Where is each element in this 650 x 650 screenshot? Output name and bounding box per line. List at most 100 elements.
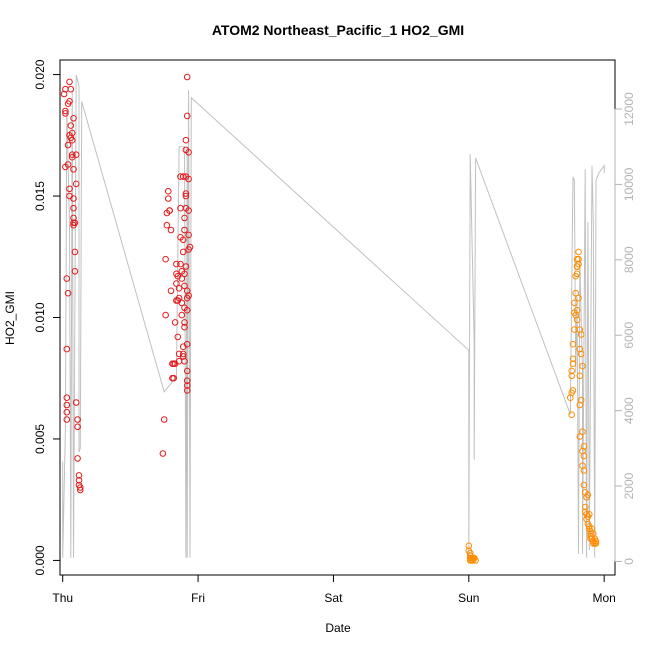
y-tick-label: 0.010: [33, 302, 47, 332]
data-point: [62, 110, 69, 117]
x-axis: Thu Fri Sat Sun Mon: [52, 574, 616, 605]
data-point: [159, 450, 167, 457]
data-point: [185, 292, 192, 299]
data-point: [66, 78, 73, 86]
data-point: [166, 207, 173, 214]
data-point: [74, 423, 81, 431]
data-point: [71, 248, 79, 256]
data-point: [181, 319, 188, 326]
data-points-layer: [60, 73, 600, 564]
data-point: [167, 226, 175, 234]
data-point: [182, 263, 190, 270]
data-point: [575, 248, 582, 256]
data-point: [179, 248, 187, 256]
data-point: [182, 136, 190, 144]
data-point: [183, 306, 191, 314]
data-point: [590, 540, 597, 547]
data-point: [573, 316, 581, 324]
y-tick-label: 0.015: [33, 181, 47, 211]
data-point: [72, 151, 80, 158]
data-point: [67, 122, 75, 129]
x-axis-label: Date: [325, 621, 351, 635]
data-point: [66, 98, 73, 105]
altitude-line: [62, 74, 605, 558]
data-point: [586, 511, 593, 518]
data-point: [568, 367, 576, 375]
data-point: [77, 484, 84, 491]
data-point: [580, 481, 588, 489]
data-point: [165, 187, 172, 195]
data-point: [575, 255, 582, 263]
data-point: [580, 443, 588, 450]
data-point: [576, 372, 584, 380]
data-point: [183, 73, 191, 81]
data-point: [179, 353, 187, 360]
data-point: [571, 299, 578, 307]
data-point: [181, 270, 188, 278]
data-point: [72, 399, 80, 406]
right-y-tick-label: 6000: [622, 322, 636, 349]
data-point: [62, 107, 69, 115]
data-point: [468, 554, 475, 562]
data-point: [183, 112, 191, 120]
data-point: [579, 428, 586, 436]
data-point: [171, 319, 179, 326]
data-point: [580, 452, 588, 460]
y-axis: 0.000 0.005 0.010 0.015 0.020: [33, 59, 61, 575]
data-point: [568, 411, 576, 419]
data-point: [63, 394, 71, 402]
data-point: [183, 382, 191, 389]
data-point: [178, 275, 186, 282]
data-point: [577, 331, 585, 338]
data-point: [569, 355, 577, 363]
x-tick-label: Sun: [458, 591, 479, 605]
data-point: [584, 491, 592, 499]
data-point: [66, 185, 73, 193]
data-point: [179, 236, 187, 244]
data-point: [181, 214, 188, 222]
data-point: [64, 161, 72, 168]
data-point: [179, 350, 187, 358]
data-point: [577, 350, 585, 358]
x-tick-label: Mon: [592, 591, 615, 605]
data-point: [64, 289, 72, 297]
data-point: [579, 362, 586, 370]
data-point: [183, 387, 191, 394]
data-point: [181, 282, 188, 290]
right-y-tick-label: 2000: [622, 472, 636, 499]
y-tick-label: 0.000: [33, 545, 47, 575]
data-point: [162, 255, 169, 263]
data-point: [63, 275, 71, 282]
data-point: [577, 396, 585, 404]
data-point: [160, 416, 168, 423]
right-y-tick-label: 12000: [622, 92, 636, 126]
data-point: [181, 226, 188, 234]
data-point: [178, 311, 186, 319]
data-point: [68, 151, 76, 158]
data-point: [580, 467, 588, 474]
data-point: [185, 175, 192, 183]
data-point: [569, 387, 577, 394]
right-y-tick-label: 10000: [622, 167, 636, 201]
x-tick-label: Thu: [52, 591, 73, 605]
chart-title: ATOM2 Northeast_Pacific_1 HO2_GMI: [212, 22, 464, 38]
data-point: [63, 408, 71, 416]
data-point: [575, 260, 582, 268]
data-point: [75, 477, 83, 484]
data-point: [175, 294, 183, 302]
altitude-trace-layer: [62, 74, 605, 558]
data-point: [67, 85, 75, 93]
x-tick-label: Fri: [191, 591, 205, 605]
data-point: [74, 416, 81, 423]
data-point: [70, 195, 77, 202]
data-point: [68, 136, 76, 144]
data-point: [70, 204, 77, 212]
data-point: [181, 357, 188, 365]
data-point: [186, 243, 194, 251]
data-point: [573, 306, 581, 314]
y-tick-label: 0.020: [33, 59, 47, 89]
y-tick-label: 0.005: [33, 424, 47, 454]
data-point: [170, 374, 177, 382]
data-point: [183, 377, 191, 385]
